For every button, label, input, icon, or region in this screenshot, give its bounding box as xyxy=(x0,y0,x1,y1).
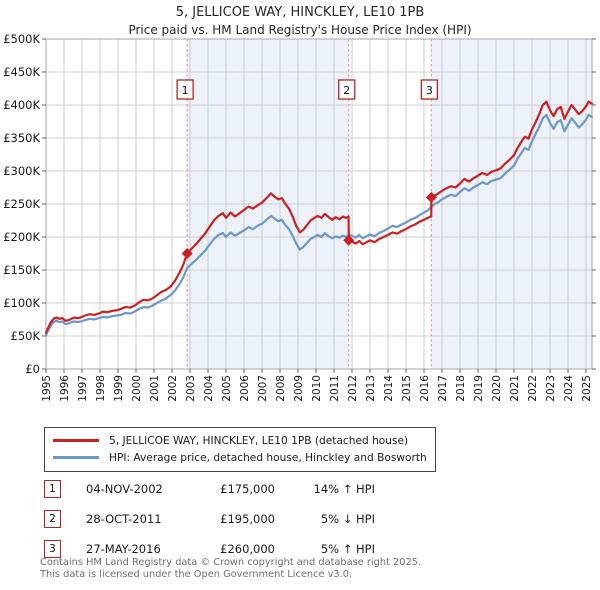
svg-text:2006: 2006 xyxy=(239,375,251,402)
transaction-table: 1 04-NOV-2002 £175,000 14% ↑ HPI 2 28-OC… xyxy=(44,474,404,564)
sale-1-price: £175,000 xyxy=(220,482,275,496)
svg-text:£500K: £500K xyxy=(3,32,40,46)
legend-property-label: 5, JELLICOE WAY, HINCKLEY, LE10 1PB (det… xyxy=(109,434,409,447)
svg-text:£400K: £400K xyxy=(3,98,40,112)
sale-2-date: 28-OCT-2011 xyxy=(86,512,162,526)
svg-text:2004: 2004 xyxy=(203,375,215,402)
svg-text:2012: 2012 xyxy=(347,375,359,402)
footer-line-1: Contains HM Land Registry data © Crown c… xyxy=(40,557,422,568)
svg-text:2023: 2023 xyxy=(545,375,557,402)
svg-text:£300K: £300K xyxy=(3,164,40,178)
svg-text:1997: 1997 xyxy=(77,375,89,402)
svg-text:2014: 2014 xyxy=(383,375,395,402)
svg-text:2018: 2018 xyxy=(455,375,467,402)
footer-line-2: This data is licensed under the Open Gov… xyxy=(40,568,353,580)
svg-text:2003: 2003 xyxy=(185,375,197,402)
svg-text:£350K: £350K xyxy=(3,131,40,145)
page-title: 5, JELLICOE WAY, HINCKLEY, LE10 1PB xyxy=(175,5,425,20)
table-row: 1 04-NOV-2002 £175,000 14% ↑ HPI xyxy=(44,474,404,504)
svg-text:£450K: £450K xyxy=(3,65,40,79)
legend-item-hpi: HPI: Average price, detached house, Hinc… xyxy=(53,449,427,466)
license-footer: Contains HM Land Registry data © Crown c… xyxy=(40,557,421,580)
svg-text:£150K: £150K xyxy=(3,263,40,277)
svg-text:2017: 2017 xyxy=(437,375,449,402)
svg-text:£250K: £250K xyxy=(3,197,40,211)
svg-text:2001: 2001 xyxy=(149,375,161,402)
sale-flag-2: 2 xyxy=(338,79,356,100)
svg-text:2019: 2019 xyxy=(473,375,485,402)
svg-text:3: 3 xyxy=(426,84,433,97)
svg-text:£0: £0 xyxy=(25,362,40,376)
legend-item-property: 5, JELLICOE WAY, HINCKLEY, LE10 1PB (det… xyxy=(53,432,427,449)
sale-flag-3: 3 xyxy=(420,79,439,100)
sale-2-marker: 2 xyxy=(44,510,61,528)
svg-text:2024: 2024 xyxy=(563,375,575,402)
svg-text:2: 2 xyxy=(343,84,350,97)
sale-flag-1: 1 xyxy=(176,79,194,100)
svg-text:1998: 1998 xyxy=(95,375,107,402)
svg-text:2011: 2011 xyxy=(329,375,341,402)
legend-hpi-label: HPI: Average price, detached house, Hinc… xyxy=(109,451,427,464)
svg-text:2008: 2008 xyxy=(275,375,287,402)
svg-text:1: 1 xyxy=(182,84,189,97)
svg-text:£200K: £200K xyxy=(3,230,40,244)
table-row: 3 27-MAY-2016 £260,000 5% ↑ HPI xyxy=(44,534,404,564)
svg-text:2020: 2020 xyxy=(491,375,503,402)
svg-text:2025: 2025 xyxy=(581,375,593,402)
sale-1-marker: 1 xyxy=(44,480,61,498)
svg-text:£100K: £100K xyxy=(3,296,40,310)
svg-text:2010: 2010 xyxy=(311,375,323,402)
svg-text:1995: 1995 xyxy=(41,375,53,402)
svg-text:2013: 2013 xyxy=(365,375,377,402)
sale-3-marker: 3 xyxy=(44,540,61,558)
page-subtitle: Price paid vs. HM Land Registry's House … xyxy=(128,23,472,37)
svg-text:2021: 2021 xyxy=(509,375,521,402)
chart-legend: 5, JELLICOE WAY, HINCKLEY, LE10 1PB (det… xyxy=(44,427,436,472)
svg-text:2002: 2002 xyxy=(167,375,179,402)
svg-text:2005: 2005 xyxy=(221,375,233,402)
svg-text:1999: 1999 xyxy=(113,375,125,402)
svg-text:£50K: £50K xyxy=(11,329,41,343)
svg-text:2007: 2007 xyxy=(257,375,269,402)
svg-text:2016: 2016 xyxy=(419,375,431,402)
svg-text:1996: 1996 xyxy=(59,375,71,402)
sale-1-date: 04-NOV-2002 xyxy=(86,482,163,496)
sale-2-hpi-delta: 5% ↓ HPI xyxy=(320,512,375,526)
table-row: 2 28-OCT-2011 £195,000 5% ↓ HPI xyxy=(44,504,404,534)
svg-text:2015: 2015 xyxy=(401,375,413,402)
price-history-chart: 1 2 3 £0 £50K £100K £150K £200K £250K £300K £350K £… xyxy=(3,32,596,402)
sale-1-hpi-delta: 14% ↑ HPI xyxy=(313,482,375,496)
sale-3-price: £260,000 xyxy=(220,542,275,556)
svg-text:2022: 2022 xyxy=(527,375,539,402)
sale-2-price: £195,000 xyxy=(220,512,275,526)
svg-text:2000: 2000 xyxy=(131,375,143,402)
hpi-line-swatch xyxy=(53,456,99,459)
property-line-swatch xyxy=(53,439,99,442)
sale-3-hpi-delta: 5% ↑ HPI xyxy=(320,542,375,556)
sale-3-date: 27-MAY-2016 xyxy=(86,542,161,556)
svg-text:2009: 2009 xyxy=(293,375,305,402)
